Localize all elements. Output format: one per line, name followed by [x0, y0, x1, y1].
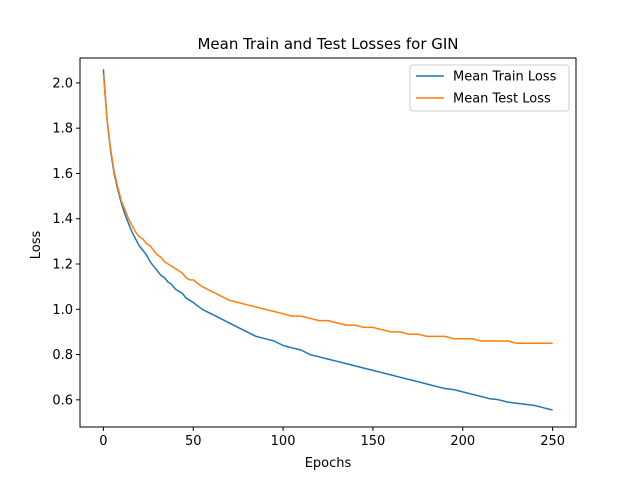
x-tick-label: 0 [99, 434, 107, 449]
y-tick-label: 0.8 [52, 348, 73, 363]
legend-entry-test: Mean Test Loss [453, 92, 551, 107]
legend-entry-train: Mean Train Loss [453, 70, 557, 85]
x-tick-label: 50 [185, 434, 202, 449]
axes-frame [79, 57, 577, 428]
y-tick-label: 1.6 [52, 167, 73, 182]
series-line-0 [102, 69, 553, 411]
y-tick-label: 1.2 [52, 258, 73, 273]
plot-lines [102, 69, 553, 411]
x-tick-label: 250 [540, 434, 565, 449]
y-tick-label: 2.0 [52, 76, 73, 91]
x-axis-ticks: 0 50 100 150 200 250 [99, 427, 565, 449]
x-tick-label: 200 [450, 434, 475, 449]
y-tick-label: 1.4 [52, 212, 73, 227]
chart-title: Mean Train and Test Losses for GIN [197, 35, 458, 53]
y-tick-label: 1.0 [52, 303, 73, 318]
legend: Mean Train Loss Mean Test Loss [409, 64, 570, 112]
y-axis-ticks: 0.6 0.8 1.0 1.2 1.4 1.6 1.8 2.0 [52, 76, 80, 408]
y-tick-label: 0.6 [52, 393, 73, 408]
x-axis-label: Epochs [305, 456, 352, 471]
x-tick-label: 100 [271, 434, 296, 449]
legend-box [409, 64, 570, 112]
series-line-1 [102, 73, 553, 344]
x-tick-label: 150 [361, 434, 386, 449]
y-tick-label: 1.8 [52, 122, 73, 137]
y-axis-label: Loss [29, 231, 44, 260]
